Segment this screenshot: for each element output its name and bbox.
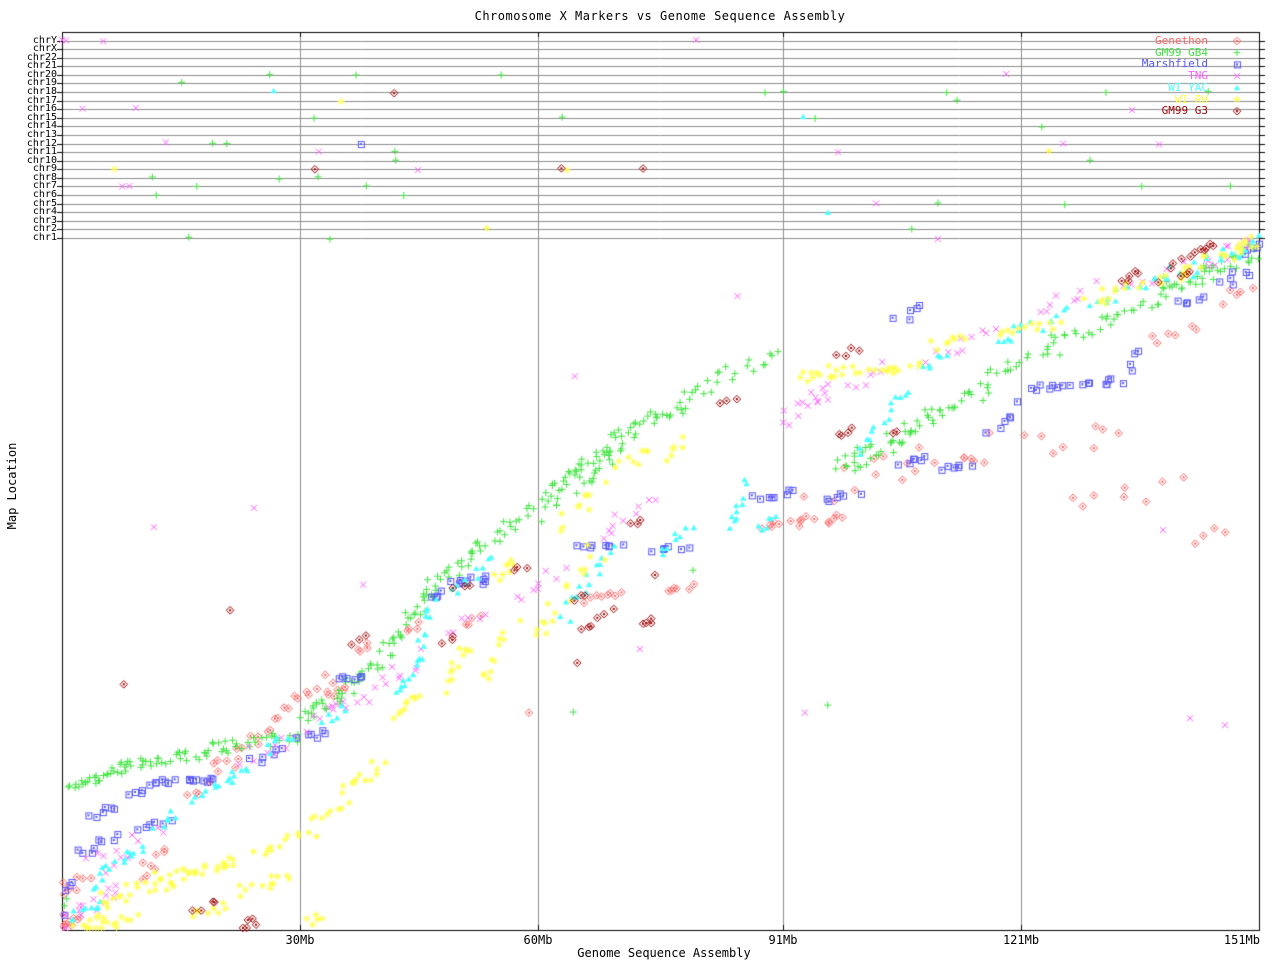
legend-label-genethon: Genethon xyxy=(1155,34,1208,47)
x-tick-label-30mb: 30Mb xyxy=(285,933,315,947)
legend-label-marshfield: Marshfield xyxy=(1141,57,1208,71)
y-tick-label-chr20: chr20 xyxy=(26,68,57,80)
chart-title: Chromosome X Markers vs Genome Sequence … xyxy=(474,9,846,23)
y-tick-label-chr3: chr3 xyxy=(32,214,57,226)
x-axis-label: Genome Sequence Assembly xyxy=(577,946,751,960)
legend-label-wi-rh: WI RH xyxy=(1174,92,1208,106)
y-tick-label-chr8: chr8 xyxy=(32,171,57,183)
y-tick-label-chr17: chr17 xyxy=(26,94,57,106)
y-tick-label-chrx: chrX xyxy=(32,43,57,55)
y-tick-label-chr21: chr21 xyxy=(26,60,57,72)
y-tick-label-chr19: chr19 xyxy=(26,77,57,89)
x-tick-label-121mb: 121Mb xyxy=(1002,933,1040,947)
y-tick-label-chr2: chr2 xyxy=(32,223,57,235)
y-tick-label-chr13: chr13 xyxy=(26,128,57,140)
x-tick-label-60mb: 60Mb xyxy=(523,933,553,947)
y-tick-label-chr22: chr22 xyxy=(26,51,57,63)
y-axis-label: Map Location xyxy=(5,442,19,530)
x-tick-label-151mb: 151Mb xyxy=(1223,933,1260,947)
y-tick-label-chry: chrY xyxy=(32,34,57,46)
y-tick-label-chr4: chr4 xyxy=(32,206,57,218)
y-tick-label-chr14: chr14 xyxy=(26,120,57,132)
y-tick-label-chr11: chr11 xyxy=(26,146,57,158)
y-tick-label-chr1: chr1 xyxy=(32,231,57,243)
y-tick-label-chr6: chr6 xyxy=(32,189,57,201)
y-tick-label-chr10: chr10 xyxy=(26,154,57,166)
y-tick-label-chr15: chr15 xyxy=(26,111,57,123)
y-tick-label-chr5: chr5 xyxy=(32,197,57,209)
y-tick-label-chr7: chr7 xyxy=(32,180,57,192)
legend-label-gm99-gb4: GM99 GB4 xyxy=(1155,45,1208,59)
y-tick-label-chr12: chr12 xyxy=(26,137,57,149)
y-tick-label-chr16: chr16 xyxy=(26,103,57,115)
y-tick-label-chr9: chr9 xyxy=(32,163,57,175)
x-tick-label-91mb: 91Mb xyxy=(768,933,798,947)
y-tick-label-chr18: chr18 xyxy=(26,86,57,98)
legend-label-wi-yac: WI YAC xyxy=(1168,80,1208,94)
legend-label-tng: TNG xyxy=(1188,69,1208,83)
legend-label-gm99-g3: GM99 G3 xyxy=(1161,104,1208,118)
